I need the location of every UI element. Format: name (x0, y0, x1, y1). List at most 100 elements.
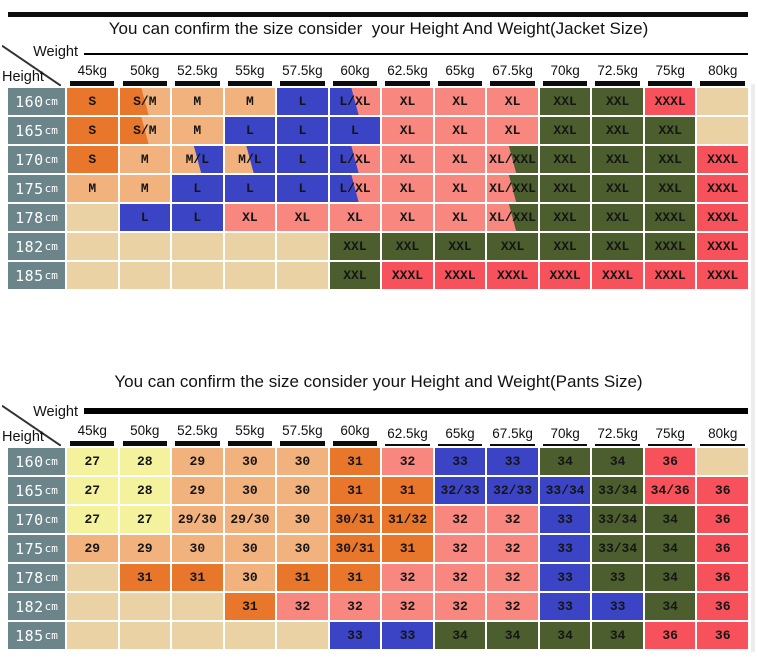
header-underline (332, 81, 378, 86)
jacket-size-table: Weight Height 45kg 50kg 52.5kg 55kg 57.5kg 60… (2, 44, 748, 289)
weight-header: 80kg (697, 404, 748, 446)
size-cell: XXL (539, 88, 591, 115)
height-label-cell: 175 cm (8, 175, 65, 202)
size-cell: 31 (382, 535, 433, 562)
size-cell: 27 (67, 448, 118, 475)
size-cell: 31/32 (382, 506, 433, 533)
size-cell: 34 (539, 448, 591, 475)
height-label-cell: 160 cm (8, 88, 65, 115)
weight-header: 75kg (645, 404, 696, 446)
size-cell: XL (487, 88, 538, 115)
weight-rule (84, 408, 748, 414)
header-underline (332, 441, 378, 446)
size-cell: XL (382, 88, 433, 115)
header-underline (385, 81, 430, 86)
size-cell (119, 262, 171, 289)
size-cell: L (277, 146, 328, 173)
size-cell: 32 (277, 593, 328, 620)
size-cell: 34 (644, 593, 696, 620)
height-label-cell: 160 cm (8, 448, 65, 475)
header-underline (227, 81, 273, 86)
size-cell: 36 (644, 622, 696, 649)
size-cell: 33 (539, 593, 591, 620)
size-cell: M/L (224, 146, 276, 173)
size-cell: 34 (644, 506, 696, 533)
table-row: 160 cm S S/M M M L L/XL XL XL XL XXL XXL XXXL (8, 88, 748, 115)
size-cell: 34 (434, 622, 486, 649)
size-cell: XXL (329, 262, 381, 289)
pants-size-table: Weight Height 45kg 50kg 52.5kg 55kg 57.5kg 60… (2, 404, 748, 649)
size-cell: 31 (119, 564, 171, 591)
header-underline (70, 81, 115, 86)
table-row: 178 cm L L XL XL XL XL XL XL/XXL XXL XXL XXXL XXXL (8, 204, 748, 231)
size-cell: 30 (277, 477, 328, 504)
weight-header: 50kg (120, 44, 171, 86)
height-label-cell: 178 cm (8, 204, 65, 231)
weight-header-label: 62.5kg (387, 426, 428, 441)
weight-header: 62.5kg (382, 44, 433, 86)
size-cell: M (119, 146, 171, 173)
size-cell: XXL (592, 204, 643, 231)
weight-header: 52.5kg (172, 404, 223, 446)
size-cell: XXL (592, 117, 643, 144)
size-cell: 29 (172, 477, 223, 504)
size-cell (119, 593, 171, 620)
height-label-cell: 165 cm (8, 477, 65, 504)
height-label-cell: 185 cm (8, 622, 65, 649)
weight-header: 75kg (645, 44, 696, 86)
weight-header: 55kg (225, 44, 276, 86)
size-cell: XXXL (644, 204, 696, 231)
size-cell: XXL (539, 175, 591, 202)
size-cell (697, 88, 748, 115)
size-cell (277, 622, 328, 649)
size-cell: XL (329, 204, 381, 231)
header-underline (700, 81, 745, 86)
size-cell: L (277, 175, 328, 202)
size-cell (224, 262, 276, 289)
height-label-cell: 185 cm (8, 262, 65, 289)
size-cell: XXL (644, 117, 696, 144)
header-underline (437, 444, 483, 446)
size-cell: 33 (539, 506, 591, 533)
size-cell: 30/31 (329, 535, 381, 562)
size-cell: 33/34 (592, 535, 643, 562)
header-underline (542, 81, 588, 86)
size-cell: XXL (382, 233, 433, 260)
weight-header-label: 67.5kg (492, 426, 533, 441)
size-cell: XXL (329, 233, 381, 260)
size-cell: XXL (644, 175, 696, 202)
corner-cell: Weight Height (2, 44, 79, 86)
size-cell: M/L (172, 146, 223, 173)
weight-header: 65kg (435, 44, 486, 86)
size-cell: L (224, 175, 276, 202)
header-underline (700, 444, 745, 446)
size-cell (697, 448, 748, 475)
height-axis-label: Height (2, 69, 44, 85)
table-row: 175 cm M M L L L L/XL XL XL XL/XXL XXL XXL XXL XXXL (8, 175, 748, 202)
size-cell: S/M (119, 88, 171, 115)
weight-header: 72.5kg (592, 44, 643, 86)
size-cell: 30 (224, 477, 276, 504)
size-cell: 32 (434, 535, 486, 562)
size-cell: 29/30 (172, 506, 223, 533)
size-cell: 27 (67, 506, 118, 533)
size-cell: 29/30 (224, 506, 276, 533)
size-cell: 30 (277, 535, 328, 562)
size-cell: 32 (382, 448, 433, 475)
weight-header: 45kg (67, 404, 118, 446)
weight-header-label: 55kg (235, 423, 265, 438)
size-cell: 30 (277, 448, 328, 475)
size-cell: 36 (697, 535, 748, 562)
weight-header-label: 52.5kg (177, 63, 218, 78)
size-cell: 27 (67, 477, 118, 504)
size-cell: 29 (67, 535, 118, 562)
height-label-cell: 165 cm (8, 117, 65, 144)
header-row: Weight Height 45kg 50kg 52.5kg 55kg 57.5kg 60… (2, 44, 748, 86)
header-underline (490, 444, 535, 446)
rows: 160 cm S S/M M M L L/XL XL XL XL XXL XXL XXXL 165 cm S S/… (8, 88, 748, 289)
weight-header-label: 57.5kg (282, 423, 323, 438)
weight-header-label: 50kg (130, 423, 160, 438)
size-cell: 33 (329, 622, 381, 649)
size-cell: XXL (592, 88, 643, 115)
header-underline (437, 81, 483, 86)
